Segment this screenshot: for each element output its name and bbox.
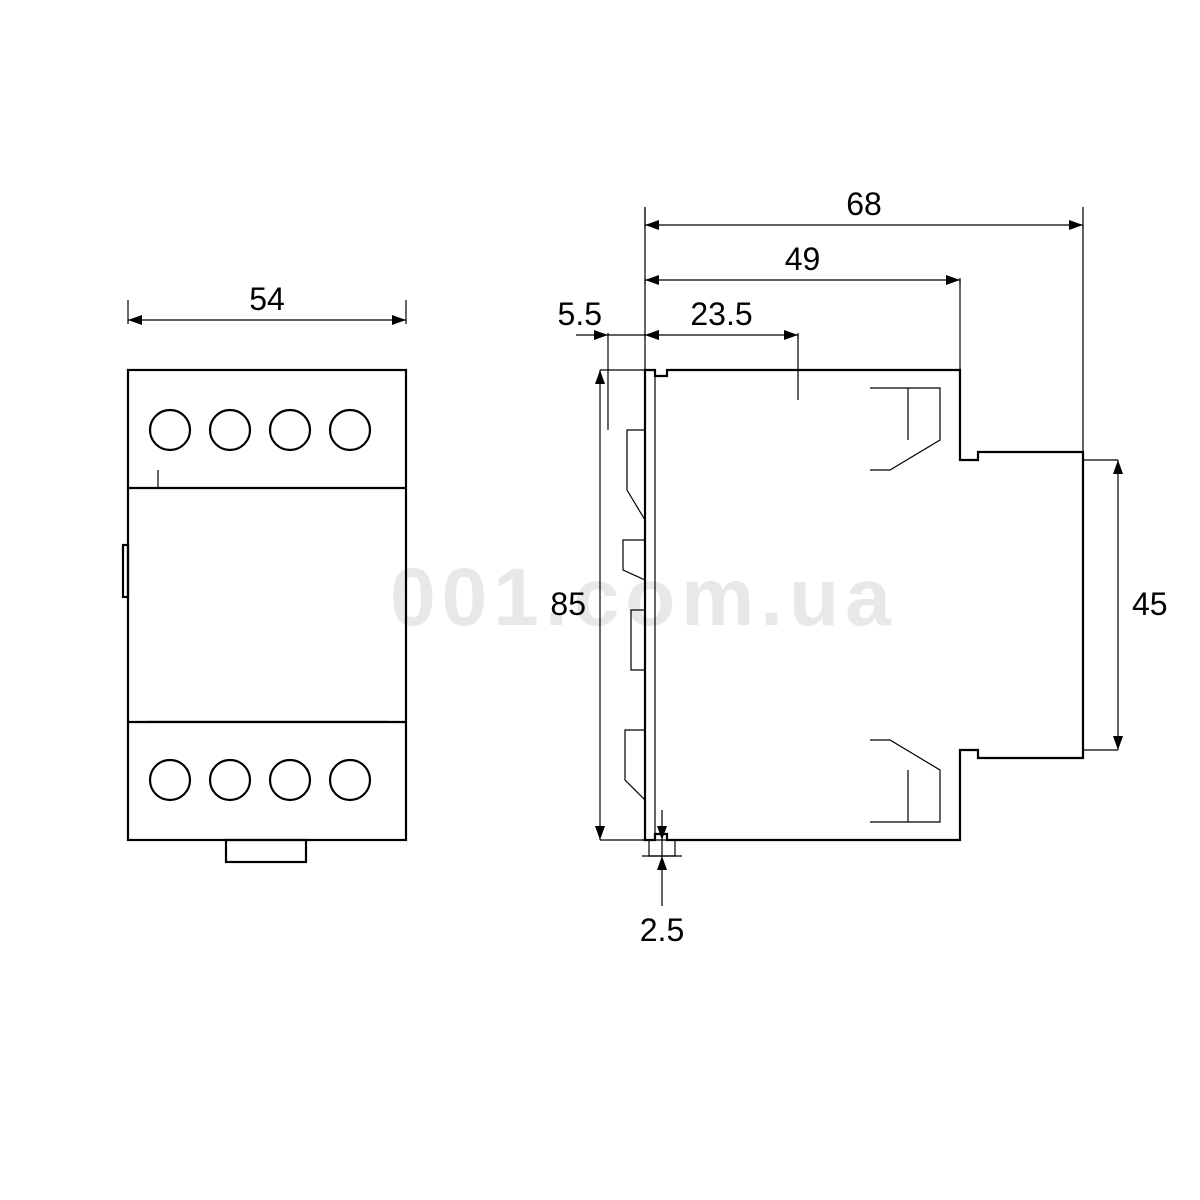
arrowhead bbox=[392, 315, 406, 325]
terminal-circle bbox=[330, 410, 370, 450]
dim-label: 5.5 bbox=[558, 296, 602, 332]
din-clip bbox=[627, 430, 645, 520]
dim-label: 49 bbox=[785, 241, 821, 277]
terminal-circle bbox=[210, 410, 250, 450]
terminal-recess bbox=[870, 740, 940, 822]
terminal-circle bbox=[150, 760, 190, 800]
terminal-circle bbox=[270, 760, 310, 800]
arrowhead bbox=[645, 275, 659, 285]
arrowhead bbox=[1113, 736, 1123, 750]
technical-drawing: 001.com.ua 54 68 49 23.5 5.5 85 45 2.5 bbox=[0, 0, 1200, 1200]
dim-label: 23.5 bbox=[690, 296, 752, 332]
front-outline bbox=[128, 370, 406, 840]
side-tab bbox=[123, 545, 128, 597]
dim-label: 85 bbox=[550, 586, 586, 622]
arrowhead bbox=[1069, 220, 1083, 230]
arrowhead bbox=[595, 826, 605, 840]
terminal-circle bbox=[330, 760, 370, 800]
dim-label: 68 bbox=[846, 186, 882, 222]
arrowhead bbox=[1113, 460, 1123, 474]
terminal-circle bbox=[270, 410, 310, 450]
arrowhead bbox=[946, 275, 960, 285]
watermark: 001.com.ua bbox=[390, 552, 897, 643]
din-clip bbox=[625, 730, 645, 800]
terminal-circle bbox=[150, 410, 190, 450]
arrowhead bbox=[595, 370, 605, 384]
dim-label: 54 bbox=[249, 281, 285, 317]
dim-label: 45 bbox=[1132, 586, 1168, 622]
arrowhead bbox=[128, 315, 142, 325]
arrowhead bbox=[645, 220, 659, 230]
arrowhead bbox=[657, 856, 667, 870]
terminal-circle bbox=[210, 760, 250, 800]
arrowhead bbox=[645, 330, 659, 340]
arrowhead bbox=[784, 330, 798, 340]
bottom-tab bbox=[226, 840, 306, 862]
terminal-recess bbox=[870, 388, 940, 470]
dim-label: 2.5 bbox=[640, 912, 684, 948]
